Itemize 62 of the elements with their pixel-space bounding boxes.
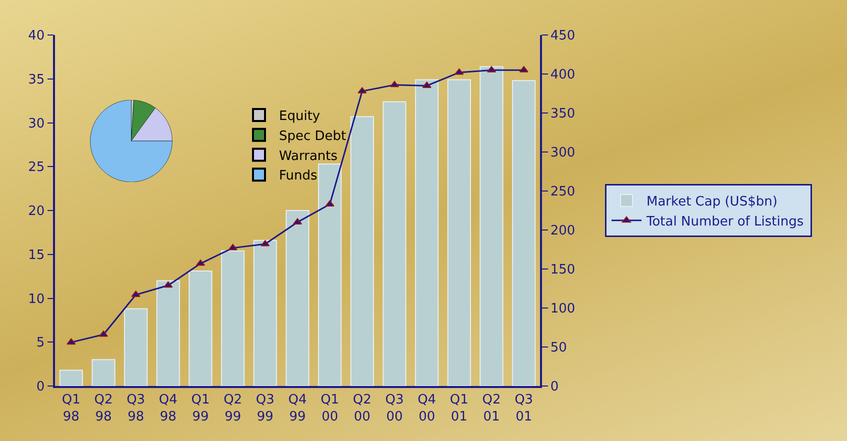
point — [164, 281, 173, 288]
x-tick-label: Q1 01 — [450, 392, 468, 424]
point — [325, 200, 334, 207]
y-tick-label: 40 — [28, 28, 45, 44]
bar — [415, 79, 439, 386]
y-tick-label: 0 — [36, 380, 45, 395]
x-tick-label: Q2 98 — [94, 392, 113, 424]
y-tick-label: 30 — [28, 116, 45, 132]
legend-label: Total Number of Listings — [645, 214, 804, 230]
x-tick-label: Q4 98 — [158, 392, 178, 424]
bar — [124, 308, 148, 386]
legend-label: Warrants — [279, 148, 338, 164]
x-tick-label: Q1 98 — [62, 392, 80, 424]
y2-tick-label: 450 — [550, 28, 576, 44]
bar — [286, 210, 310, 386]
bar — [512, 80, 536, 386]
bar — [447, 79, 471, 386]
bar — [350, 116, 374, 386]
bar — [156, 280, 180, 386]
bar — [221, 250, 245, 386]
y2-tick-label: 250 — [550, 184, 576, 200]
y2-tick-label: 200 — [550, 224, 576, 239]
y2-tick-label: 0 — [550, 380, 559, 395]
bar — [59, 370, 83, 386]
bar — [253, 240, 277, 386]
y-tick-label: 15 — [28, 248, 45, 263]
point — [390, 80, 400, 88]
legend-label: Market Cap (US$bn) — [646, 194, 778, 210]
x-tick-label: Q1 99 — [191, 392, 210, 424]
x-tick-label: Q3 98 — [126, 392, 146, 424]
y-tick-label: 5 — [36, 336, 45, 351]
y-tick-label: 20 — [28, 204, 45, 220]
bar — [382, 101, 406, 386]
pie-slice — [90, 100, 172, 182]
y2-tick-label: 150 — [550, 262, 576, 278]
y-tick-label: 35 — [28, 72, 45, 88]
bar — [188, 270, 212, 386]
y2-tick-label: 350 — [550, 106, 576, 122]
legend-label: Spec Debt — [279, 128, 346, 144]
y-tick-label: 10 — [28, 292, 45, 307]
point — [454, 68, 464, 75]
x-tick-label: Q2 00 — [352, 392, 372, 424]
x-tick-label: Q3 00 — [385, 392, 404, 424]
bar — [480, 66, 504, 386]
x-tick-label: Q3 01 — [514, 392, 534, 424]
y2-tick-label: 300 — [550, 146, 576, 161]
x-tick-label: Q4 99 — [288, 392, 307, 424]
y2-tick-label: 50 — [550, 340, 567, 356]
x-tick-label: Q3 99 — [256, 392, 274, 424]
y-tick-label: 25 — [28, 160, 45, 176]
legend-label: Funds — [279, 168, 318, 184]
x-tick-label: Q2 99 — [224, 392, 242, 424]
bar — [318, 163, 342, 386]
x-tick-label: Q1 00 — [320, 392, 340, 424]
point — [228, 244, 238, 250]
x-tick-label: Q4 00 — [418, 392, 436, 424]
legend-label: Equity — [279, 109, 320, 124]
bar — [92, 359, 116, 386]
x-tick-label: Q2 01 — [482, 392, 501, 424]
y2-tick-label: 400 — [550, 68, 576, 83]
point — [66, 338, 76, 345]
y2-tick-label: 100 — [550, 302, 576, 317]
